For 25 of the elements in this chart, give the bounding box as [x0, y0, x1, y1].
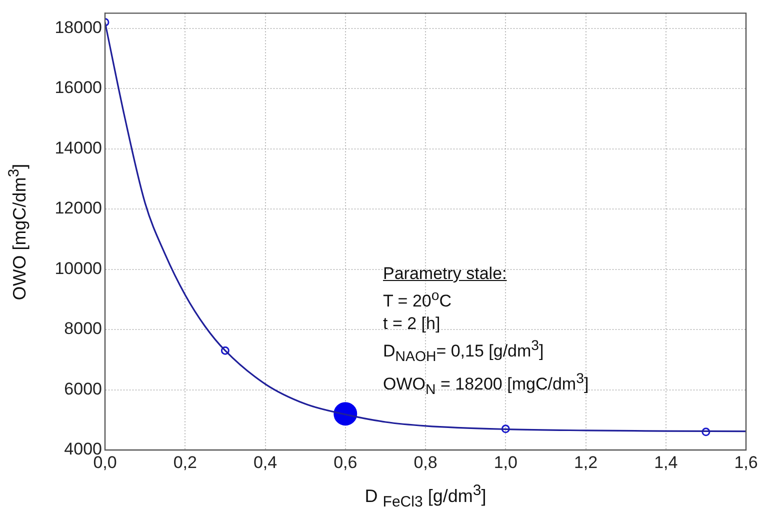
y-tick-label: 14000 — [54, 138, 102, 158]
x-tick-label: 1,4 — [654, 452, 678, 472]
annotation: t = 2 [h] — [383, 312, 442, 335]
x-tick-label: 0,6 — [334, 452, 358, 472]
y-tick-label: 12000 — [54, 198, 102, 218]
x-tick-label: 0,8 — [414, 452, 438, 472]
x-axis-title: D $_{FeCl3}$ [g/dm$^{3}$] — [364, 482, 488, 511]
x-tick-label: 0,2 — [173, 452, 197, 472]
annotation: T = 20$^{o}$C — [383, 287, 453, 313]
x-tick-label: 0,4 — [253, 452, 278, 472]
point — [334, 402, 358, 426]
annotation: Parametry stale: — [383, 263, 508, 285]
y-tick-label: 10000 — [54, 258, 102, 278]
point — [220, 346, 230, 355]
annotation: D$_{NAOH}$= 0,15 [g/dm$^{3}$] — [383, 336, 545, 367]
y-tick-label: 16000 — [54, 78, 102, 98]
y-tick-label: 6000 — [64, 379, 102, 398]
point — [501, 424, 510, 434]
y-tick-label: 8000 — [64, 319, 102, 338]
y-tick-label: 18000 — [54, 18, 102, 37]
x-tick-label: 1,2 — [574, 452, 598, 472]
point — [702, 428, 710, 436]
x-tick-label: 1,6 — [734, 452, 758, 472]
x-tick-label: 1,0 — [494, 452, 518, 472]
annotation: OWO$_{N}$ = 18200 [mgC/dm$^{3}$] — [383, 370, 589, 400]
